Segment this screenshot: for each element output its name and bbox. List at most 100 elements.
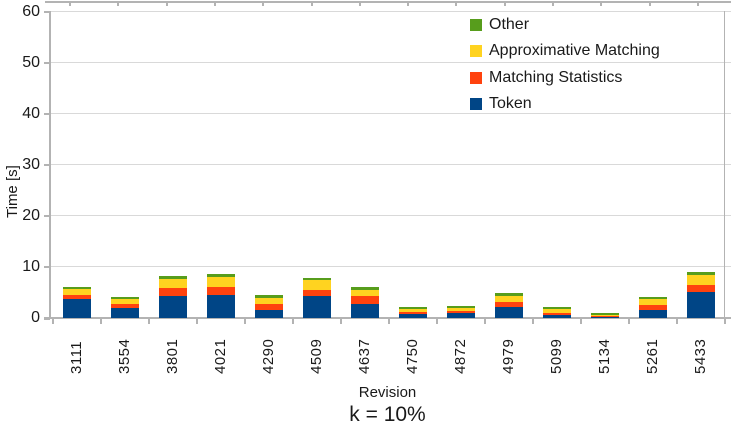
bar-segment-approximative-matching <box>62 289 91 295</box>
chart-subtitle: k = 10% <box>349 403 426 426</box>
x-tick-label: 4872 <box>451 338 469 374</box>
bar-segment-matching-statistics <box>350 296 379 305</box>
y-gridline <box>50 113 731 115</box>
top-adjacent-axis-line <box>45 1 731 3</box>
bar-segment-token <box>254 309 283 318</box>
y-gridline <box>50 62 731 64</box>
legend-item: Matching Statistics <box>470 68 623 86</box>
bar-segment-token <box>110 308 139 318</box>
y-axis-title: Time [s] <box>4 165 21 218</box>
bar-segment-other <box>110 296 139 299</box>
legend-label: Matching Statistics <box>489 68 623 86</box>
bar-segment-other <box>158 275 187 279</box>
y-gridline <box>50 215 731 217</box>
x-axis-tick <box>195 319 198 324</box>
y-gridline <box>50 164 731 166</box>
bar-segment-approximative-matching <box>494 296 523 303</box>
bar-segment-token <box>206 295 235 318</box>
bar-segment-approximative-matching <box>446 308 475 311</box>
y-tick-label: 30 <box>22 155 40 173</box>
top-adjacent-axis-tick <box>310 1 313 6</box>
bar-segment-other <box>206 274 235 278</box>
top-adjacent-axis-tick <box>262 1 265 6</box>
x-axis-tick <box>291 319 294 324</box>
bar-segment-approximative-matching <box>398 308 427 312</box>
bar-segment-matching-statistics <box>110 303 139 309</box>
x-axis-tick <box>579 319 582 324</box>
legend-item: Approximative Matching <box>470 43 660 59</box>
bar-segment-other <box>638 296 667 300</box>
bar-segment-token <box>446 313 475 318</box>
top-adjacent-axis-tick <box>696 1 699 6</box>
bar-segment-approximative-matching <box>302 280 331 291</box>
top-adjacent-axis-tick <box>503 1 506 6</box>
x-axis-tick <box>483 319 486 324</box>
legend-label: Token <box>489 94 532 112</box>
x-tick-label: 5433 <box>691 338 709 374</box>
bar-segment-other <box>398 306 427 309</box>
bar-segment-matching-statistics <box>158 288 187 297</box>
y-axis-tick <box>44 266 50 269</box>
x-axis-tick <box>387 319 390 324</box>
bar-segment-token <box>350 304 379 318</box>
bar-segment-other <box>254 295 283 298</box>
bar-segment-other <box>494 293 523 297</box>
x-tick-label: 5134 <box>595 338 613 374</box>
bar-segment-matching-statistics <box>686 284 715 293</box>
x-tick-label: 4637 <box>355 338 373 374</box>
bar-segment-approximative-matching <box>110 298 139 304</box>
bar-segment-approximative-matching <box>590 315 619 317</box>
x-axis-tick <box>723 319 726 324</box>
y-gridline <box>50 11 731 13</box>
legend-label: Approximative Matching <box>489 42 660 60</box>
x-axis-tick <box>99 319 102 324</box>
x-tick-label: 4021 <box>211 338 229 374</box>
bar-segment-approximative-matching <box>686 274 715 285</box>
y-axis-tick <box>44 215 50 218</box>
bar-segment-approximative-matching <box>350 289 379 297</box>
bar-segment-token <box>494 307 523 318</box>
legend-label: Other <box>489 16 530 33</box>
y-tick-label: 0 <box>31 309 40 326</box>
legend-swatch-token <box>470 97 482 110</box>
bar-segment-approximative-matching <box>206 277 235 288</box>
bar-segment-approximative-matching <box>638 299 667 306</box>
top-adjacent-axis-tick <box>117 1 120 6</box>
x-tick-label: 5099 <box>547 338 565 374</box>
bar-segment-token <box>158 296 187 318</box>
legend-swatch-matching-statistics <box>470 71 482 84</box>
plot-right-border <box>724 11 725 318</box>
bar-segment-matching-statistics <box>446 310 475 314</box>
bar-segment-other <box>686 272 715 275</box>
x-tick-label: 4290 <box>259 338 277 374</box>
y-tick-label: 20 <box>22 206 40 224</box>
x-axis-tick <box>531 319 534 324</box>
x-axis-title: Revision <box>358 384 417 401</box>
y-tick-label: 40 <box>22 104 40 122</box>
bar-segment-token <box>398 314 427 318</box>
legend-swatch-other <box>470 19 482 31</box>
bar-segment-other <box>350 287 379 290</box>
top-adjacent-axis-tick <box>69 1 71 6</box>
top-adjacent-axis-tick <box>213 1 216 6</box>
legend-swatch-approximative-matching <box>470 45 482 58</box>
bar-segment-matching-statistics <box>62 294 91 299</box>
y-axis-tick <box>44 62 50 65</box>
bar-segment-token <box>62 298 91 318</box>
x-axis-tick <box>339 319 342 324</box>
bar-segment-matching-statistics <box>494 302 523 308</box>
x-tick-label: 4750 <box>403 338 421 374</box>
bar-segment-token <box>638 309 667 318</box>
x-tick-label: 3554 <box>115 338 133 374</box>
bar-segment-matching-statistics <box>590 316 619 318</box>
bar-segment-matching-statistics <box>638 305 667 310</box>
bar-segment-other <box>590 313 619 316</box>
top-adjacent-axis-tick <box>165 1 168 6</box>
top-adjacent-axis-tick <box>358 1 361 6</box>
bar-segment-matching-statistics <box>254 303 283 310</box>
top-adjacent-axis-tick <box>552 1 554 6</box>
x-axis-tick <box>243 319 246 324</box>
y-tick-label: 10 <box>22 257 40 275</box>
x-axis-tick <box>675 319 678 324</box>
legend-item: Token <box>470 94 532 112</box>
